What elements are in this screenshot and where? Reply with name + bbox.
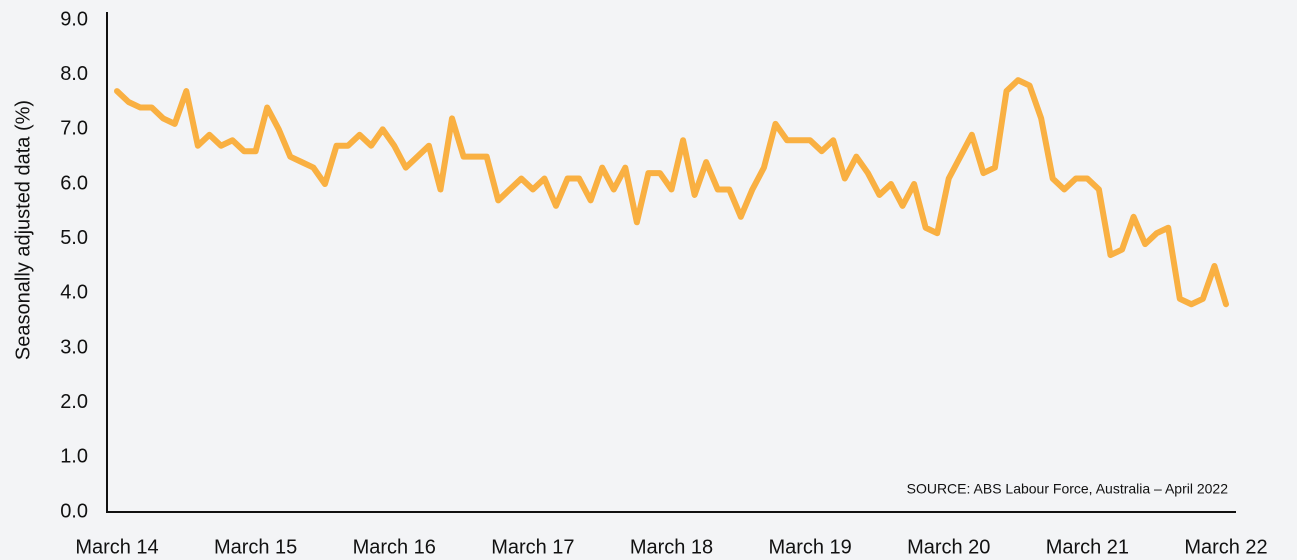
- x-tick-label: March 16: [353, 536, 436, 558]
- y-tick-label: 7.0: [60, 118, 88, 140]
- y-tick-label: 0.0: [60, 500, 88, 522]
- data-line: [114, 77, 1229, 308]
- x-tick-label: March 21: [1046, 536, 1129, 558]
- x-tick-label: March 14: [75, 536, 158, 558]
- y-tick-label: 3.0: [60, 336, 88, 358]
- y-tick-label: 4.0: [60, 282, 88, 304]
- x-tick-label: March 20: [907, 536, 990, 558]
- y-tick-label: 1.0: [60, 446, 88, 468]
- x-tick-label: March 15: [214, 536, 297, 558]
- y-axis-label: Seasonally adjusted data (%): [12, 100, 34, 360]
- x-tick-label: March 18: [630, 536, 713, 558]
- y-tick-label: 5.0: [60, 227, 88, 249]
- y-tick-label: 2.0: [60, 391, 88, 413]
- y-tick-label: 6.0: [60, 172, 88, 194]
- y-tick-label: 9.0: [60, 8, 88, 30]
- x-tick-label: March 17: [491, 536, 574, 558]
- y-tick-label: 8.0: [60, 63, 88, 85]
- source-note: SOURCE: ABS Labour Force, Australia – Ap…: [907, 481, 1229, 497]
- x-tick-label: March 22: [1184, 536, 1267, 558]
- x-tick-label: March 19: [768, 536, 851, 558]
